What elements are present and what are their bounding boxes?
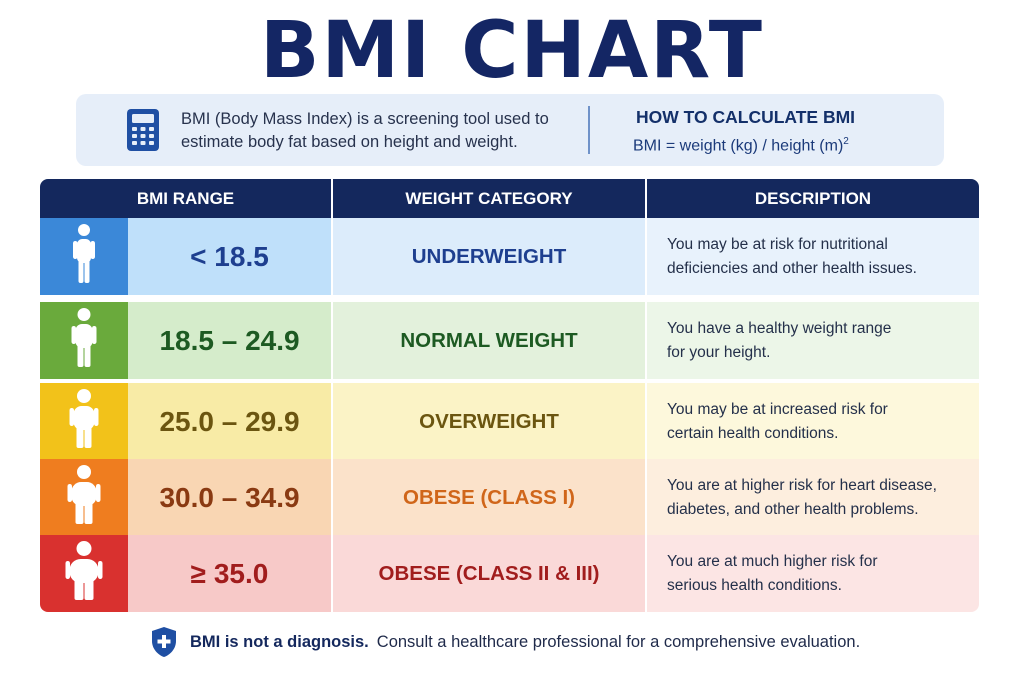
bmi-range-text: < 18.5: [190, 240, 269, 272]
column-divider: [331, 302, 333, 379]
bmi-table: BMI RANGE WEIGHT CATEGORY DESCRIPTION < …: [40, 179, 979, 612]
column-divider: [331, 218, 333, 295]
weight-category: OBESE (CLASS I): [333, 459, 645, 536]
bmi-formula: BMI = weight (kg) / height (m)2: [633, 136, 933, 155]
column-divider: [645, 535, 647, 612]
header-weight-category: WEIGHT CATEGORY: [405, 189, 573, 208]
description-line2: deficiencies and other health issues.: [667, 259, 917, 277]
person-figure-icon: [64, 307, 104, 374]
description-line2: serious health conditions.: [667, 576, 842, 594]
bmi-range-value: 18.5 – 24.9: [128, 302, 331, 379]
bmi-definition-line2: estimate body fat based on height and we…: [181, 133, 518, 151]
table-header: BMI RANGE WEIGHT CATEGORY DESCRIPTION: [40, 179, 979, 218]
category-icon-cell: [40, 383, 128, 460]
header-description: DESCRIPTION: [754, 189, 872, 208]
description-line1: You are at much higher risk for: [667, 552, 878, 570]
column-divider: [645, 302, 647, 379]
category-icon-cell: [40, 302, 128, 379]
category-description: You are at much higher risk for serious …: [647, 535, 979, 612]
description-line2: for your height.: [667, 343, 771, 361]
person-figure-icon: [64, 388, 104, 455]
description-line1: You may be at increased risk for: [667, 400, 888, 418]
column-divider: [645, 459, 647, 536]
bmi-range-value: ≥ 35.0: [128, 535, 331, 612]
column-divider: [331, 383, 333, 460]
disclaimer-text: Consult a healthcare professional for a …: [376, 632, 861, 651]
header-divider: [331, 179, 333, 218]
bmi-definition-line1: BMI (Body Mass Index) is a screening too…: [181, 110, 549, 128]
bmi-range-text: ≥ 35.0: [190, 557, 269, 589]
info-divider: [588, 106, 590, 154]
description-line1: You are at higher risk for heart disease…: [667, 476, 937, 494]
weight-category: UNDERWEIGHT: [333, 218, 645, 295]
disclaimer-bold: BMI is not a diagnosis.: [190, 632, 369, 651]
description-line1: You have a healthy weight range: [667, 319, 892, 337]
person-figure-icon: [64, 540, 104, 607]
table-row: 25.0 – 29.9 OVERWEIGHT You may be at inc…: [40, 383, 979, 460]
header-bmi-range: BMI RANGE: [136, 189, 235, 208]
weight-category-text: OVERWEIGHT: [419, 409, 559, 433]
disclaimer: BMI is not a diagnosis. Consult a health…: [150, 625, 910, 659]
column-divider: [331, 459, 333, 536]
category-icon-cell: [40, 535, 128, 612]
page-title: BMI CHART: [260, 6, 764, 96]
category-description: You have a healthy weight range for your…: [647, 302, 979, 379]
description-line1: You may be at risk for nutritional: [667, 235, 888, 253]
header-divider: [645, 179, 647, 218]
person-figure-icon: [64, 223, 104, 290]
bmi-definition: BMI (Body Mass Index) is a screening too…: [181, 108, 581, 154]
shield-plus-icon: [152, 627, 176, 657]
formula-exponent: 2: [843, 136, 849, 147]
category-icon-cell: [40, 459, 128, 536]
category-description: You may be at risk for nutritional defic…: [647, 218, 979, 295]
weight-category: OVERWEIGHT: [333, 383, 645, 460]
bmi-range-text: 18.5 – 24.9: [159, 324, 300, 356]
weight-category: NORMAL WEIGHT: [333, 302, 645, 379]
table-row: ≥ 35.0 OBESE (CLASS II & III) You are at…: [40, 535, 979, 612]
column-divider: [645, 383, 647, 460]
bmi-range-text: 30.0 – 34.9: [159, 481, 300, 513]
column-divider: [331, 535, 333, 612]
info-box: BMI (Body Mass Index) is a screening too…: [76, 94, 944, 166]
weight-category-text: UNDERWEIGHT: [411, 244, 567, 268]
bmi-range-value: < 18.5: [128, 218, 331, 295]
description-line2: certain health conditions.: [667, 424, 839, 442]
formula-text: BMI = weight (kg) / height (m): [633, 137, 844, 155]
table-row: < 18.5 UNDERWEIGHT You may be at risk fo…: [40, 218, 979, 295]
table-row: 30.0 – 34.9 OBESE (CLASS I) You are at h…: [40, 459, 979, 536]
calculator-icon: [127, 109, 159, 151]
bmi-range-value: 30.0 – 34.9: [128, 459, 331, 536]
weight-category: OBESE (CLASS II & III): [333, 535, 645, 612]
howto-title: HOW TO CALCULATE BMI: [636, 107, 856, 127]
weight-category-text: OBESE (CLASS I): [403, 485, 575, 509]
bmi-range-text: 25.0 – 29.9: [159, 405, 300, 437]
description-line2: diabetes, and other health problems.: [667, 500, 919, 518]
category-description: You are at higher risk for heart disease…: [647, 459, 979, 536]
column-divider: [645, 218, 647, 295]
category-icon-cell: [40, 218, 128, 295]
person-figure-icon: [64, 464, 104, 531]
weight-category-text: OBESE (CLASS II & III): [378, 561, 600, 585]
bmi-range-value: 25.0 – 29.9: [128, 383, 331, 460]
weight-category-text: NORMAL WEIGHT: [400, 328, 578, 352]
table-row: 18.5 – 24.9 NORMAL WEIGHT You have a hea…: [40, 302, 979, 379]
category-description: You may be at increased risk for certain…: [647, 383, 979, 460]
